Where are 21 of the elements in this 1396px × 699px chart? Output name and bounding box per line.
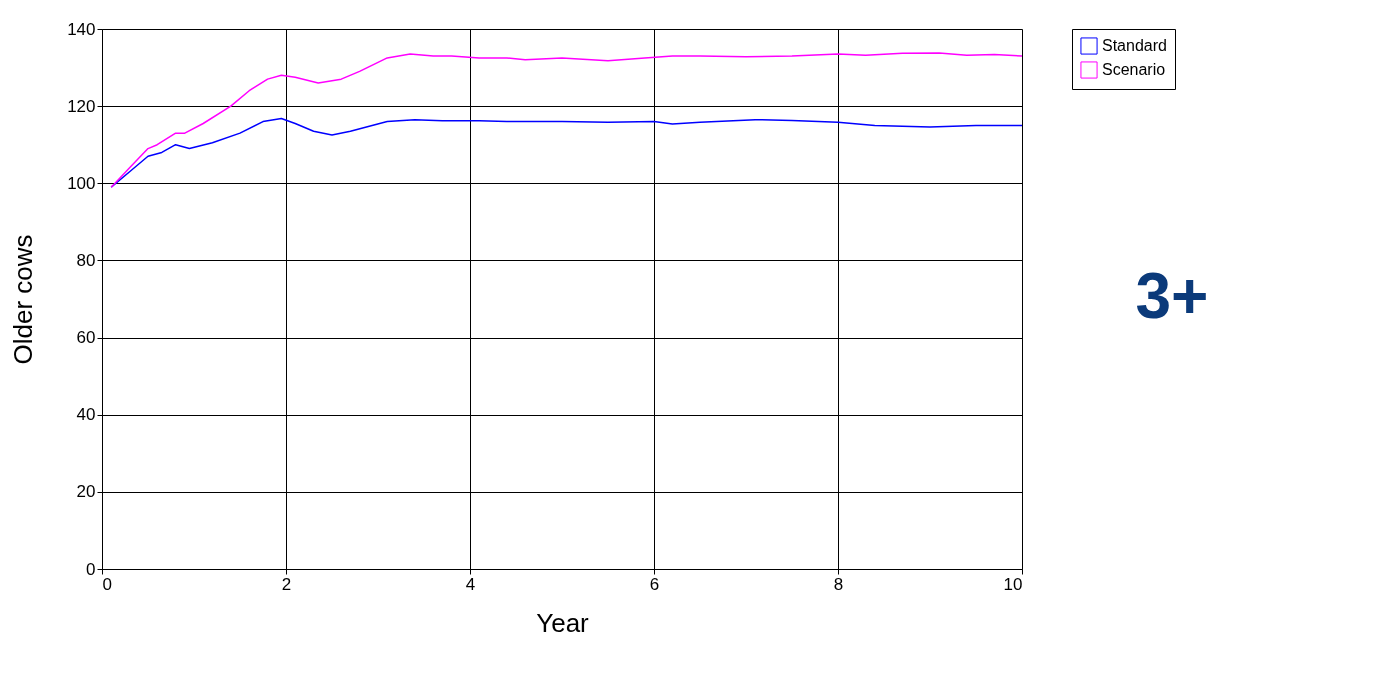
x-tick-label: 4 [465, 574, 476, 594]
x-tick-label: 6 [649, 574, 660, 594]
x-tick-label: 10 [1003, 574, 1023, 594]
x-tick-label: 0 [102, 574, 112, 594]
y-tick-label: 100 [67, 173, 96, 193]
y-tick-label: 0 [86, 559, 96, 579]
line-series [110, 117, 1022, 188]
x-axis-title: Year [536, 607, 590, 638]
y-tick-label: 60 [76, 328, 96, 348]
y-axis-title: Older cows [8, 234, 39, 365]
y-tick-label: 120 [67, 96, 96, 116]
y-tick-label: 80 [76, 250, 96, 270]
y-tick-label: 140 [67, 19, 96, 39]
legend-label: Standard [1102, 37, 1167, 54]
legend-label: Scenario [1102, 61, 1166, 78]
x-tick-label: 8 [833, 574, 844, 594]
text: 3+ [1135, 260, 1209, 332]
line-series [110, 52, 1022, 188]
y-tick-label: 40 [76, 405, 96, 425]
y-tick-label: 20 [76, 482, 96, 502]
x-tick-label: 2 [281, 574, 292, 594]
